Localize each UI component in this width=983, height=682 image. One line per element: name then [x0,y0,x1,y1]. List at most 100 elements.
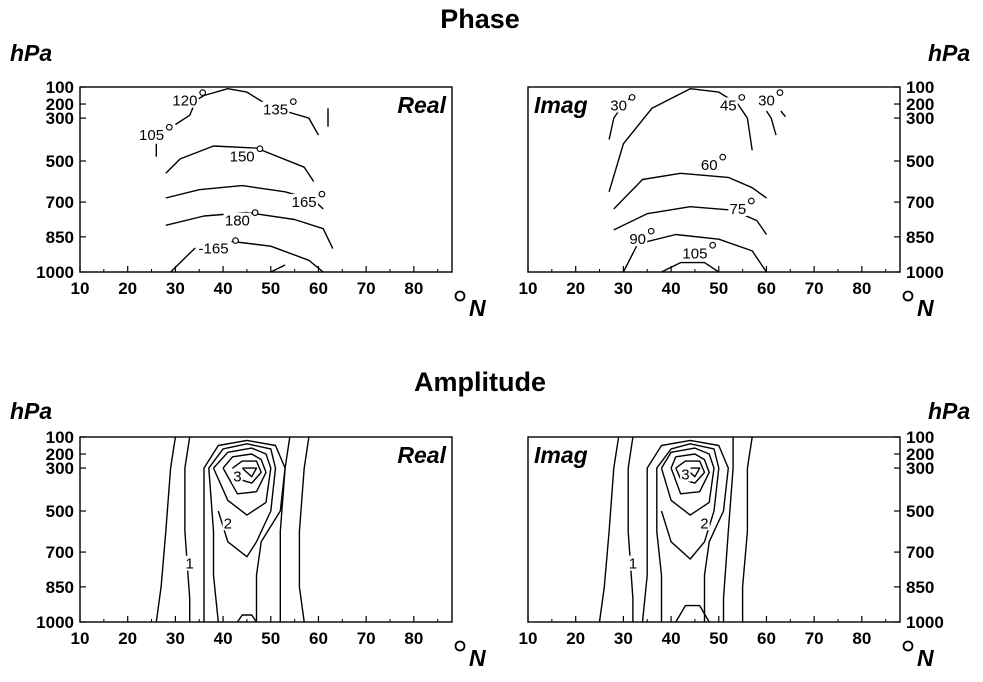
contour-label-halo [728,201,748,217]
y-tick-label: 200 [906,445,934,464]
plot-frame [79,86,453,273]
contour-degree-mark [232,237,239,244]
y-tick-label: 1000 [906,613,944,632]
contour-label: 45 [720,97,737,114]
contour-label: 1 [629,556,637,573]
y-tick-label: 1000 [36,263,74,282]
x-tick-label: 80 [404,279,423,298]
x-tick-label: 30 [614,629,633,648]
contour-line [279,436,291,622]
y-tick-label: 1000 [36,613,74,632]
x-tick-label: 60 [309,279,328,298]
x-tick-label: 30 [166,279,185,298]
contour-line [598,436,620,623]
contour-line [622,233,768,273]
plot-frame [527,86,901,273]
contour-degree-mark [776,89,784,96]
contour-label-halo [222,515,234,531]
x-axis-unit: N [917,295,934,321]
amplitude-title: Amplitude [414,367,546,397]
x-tick-label: 60 [757,279,776,298]
contour-line [675,604,710,623]
x-tick-label: 80 [852,279,871,298]
y-tick-label: 500 [906,152,934,171]
x-tick-label: 70 [357,629,376,648]
degree-symbol [902,290,914,302]
contour-label-halo [609,97,629,113]
contour-degree-mark [199,89,207,96]
x-tick-label: 10 [71,629,90,648]
y-axis-unit-bottom-right: hPa [928,398,971,424]
contour-degree-mark [719,153,727,161]
contour-line [203,439,286,622]
y-tick-label: 850 [46,578,74,597]
y-axis-unit-bottom-left: hPa [10,398,53,424]
contour-degree-mark [289,98,297,105]
contour-label: 135 [263,102,288,119]
degree-symbol [902,640,914,652]
x-tick-label: 40 [662,279,681,298]
contour-label-halo [228,148,256,164]
contour-label: 1 [186,556,194,573]
y-tick-label: 100 [906,428,934,447]
contour-label-halo [184,555,195,571]
y-tick-label: 700 [46,193,74,212]
y-tick-label: 500 [46,502,74,521]
contour-line [208,443,277,623]
contour-label: 180 [225,213,250,230]
contour-line [184,436,191,622]
x-tick-label: 30 [166,629,185,648]
contour-line [741,436,753,622]
contour-label-halo [680,466,691,482]
panel-label-imag: Imag [534,442,588,468]
contour-label: 120 [172,93,197,110]
contour-line [660,447,715,516]
x-tick-label: 70 [805,629,824,648]
panel-label-real: Real [397,442,446,468]
contour-degree-mark [318,190,326,198]
contour-line [155,436,177,623]
contour-line [765,110,777,136]
contour-line [170,240,324,273]
y-tick-label: 500 [46,152,74,171]
plot-frame [79,436,453,623]
contour-label: 60 [701,157,718,174]
contour-label: 105 [682,245,707,262]
y-tick-label: 700 [46,543,74,562]
degree-symbol [454,640,466,652]
plot-frame [527,436,901,623]
contour-line [165,145,315,182]
y-tick-label: 850 [46,228,74,247]
contour-label: -165 [199,241,229,258]
contour-line [780,110,787,118]
y-tick-label: 700 [906,543,934,562]
x-tick-label: 40 [214,279,233,298]
contour-line [608,88,753,192]
contour-label-halo [232,468,243,484]
contour-label: 90 [629,231,646,248]
y-axis-unit-top-left: hPa [10,40,53,66]
phase-title: Phase [440,4,520,34]
contour-label: 150 [230,149,255,166]
contour-degree-mark [251,209,259,216]
contour-degree-mark [628,94,636,101]
contour-label-halo [756,92,776,108]
y-tick-label: 300 [46,109,74,128]
y-tick-label: 1000 [906,263,944,282]
contour-label: 2 [224,515,232,532]
contour-label-halo [171,92,199,108]
x-tick-label: 20 [118,629,137,648]
degree-symbol [454,290,466,302]
x-tick-label: 50 [709,279,728,298]
contour-label: 165 [292,194,317,211]
contour-label: 2 [700,515,708,532]
x-tick-label: 50 [261,629,280,648]
contour-line [670,453,710,495]
contour-line [241,467,258,478]
contour-line [656,443,720,622]
contour-line [613,172,767,210]
x-tick-label: 10 [519,279,538,298]
